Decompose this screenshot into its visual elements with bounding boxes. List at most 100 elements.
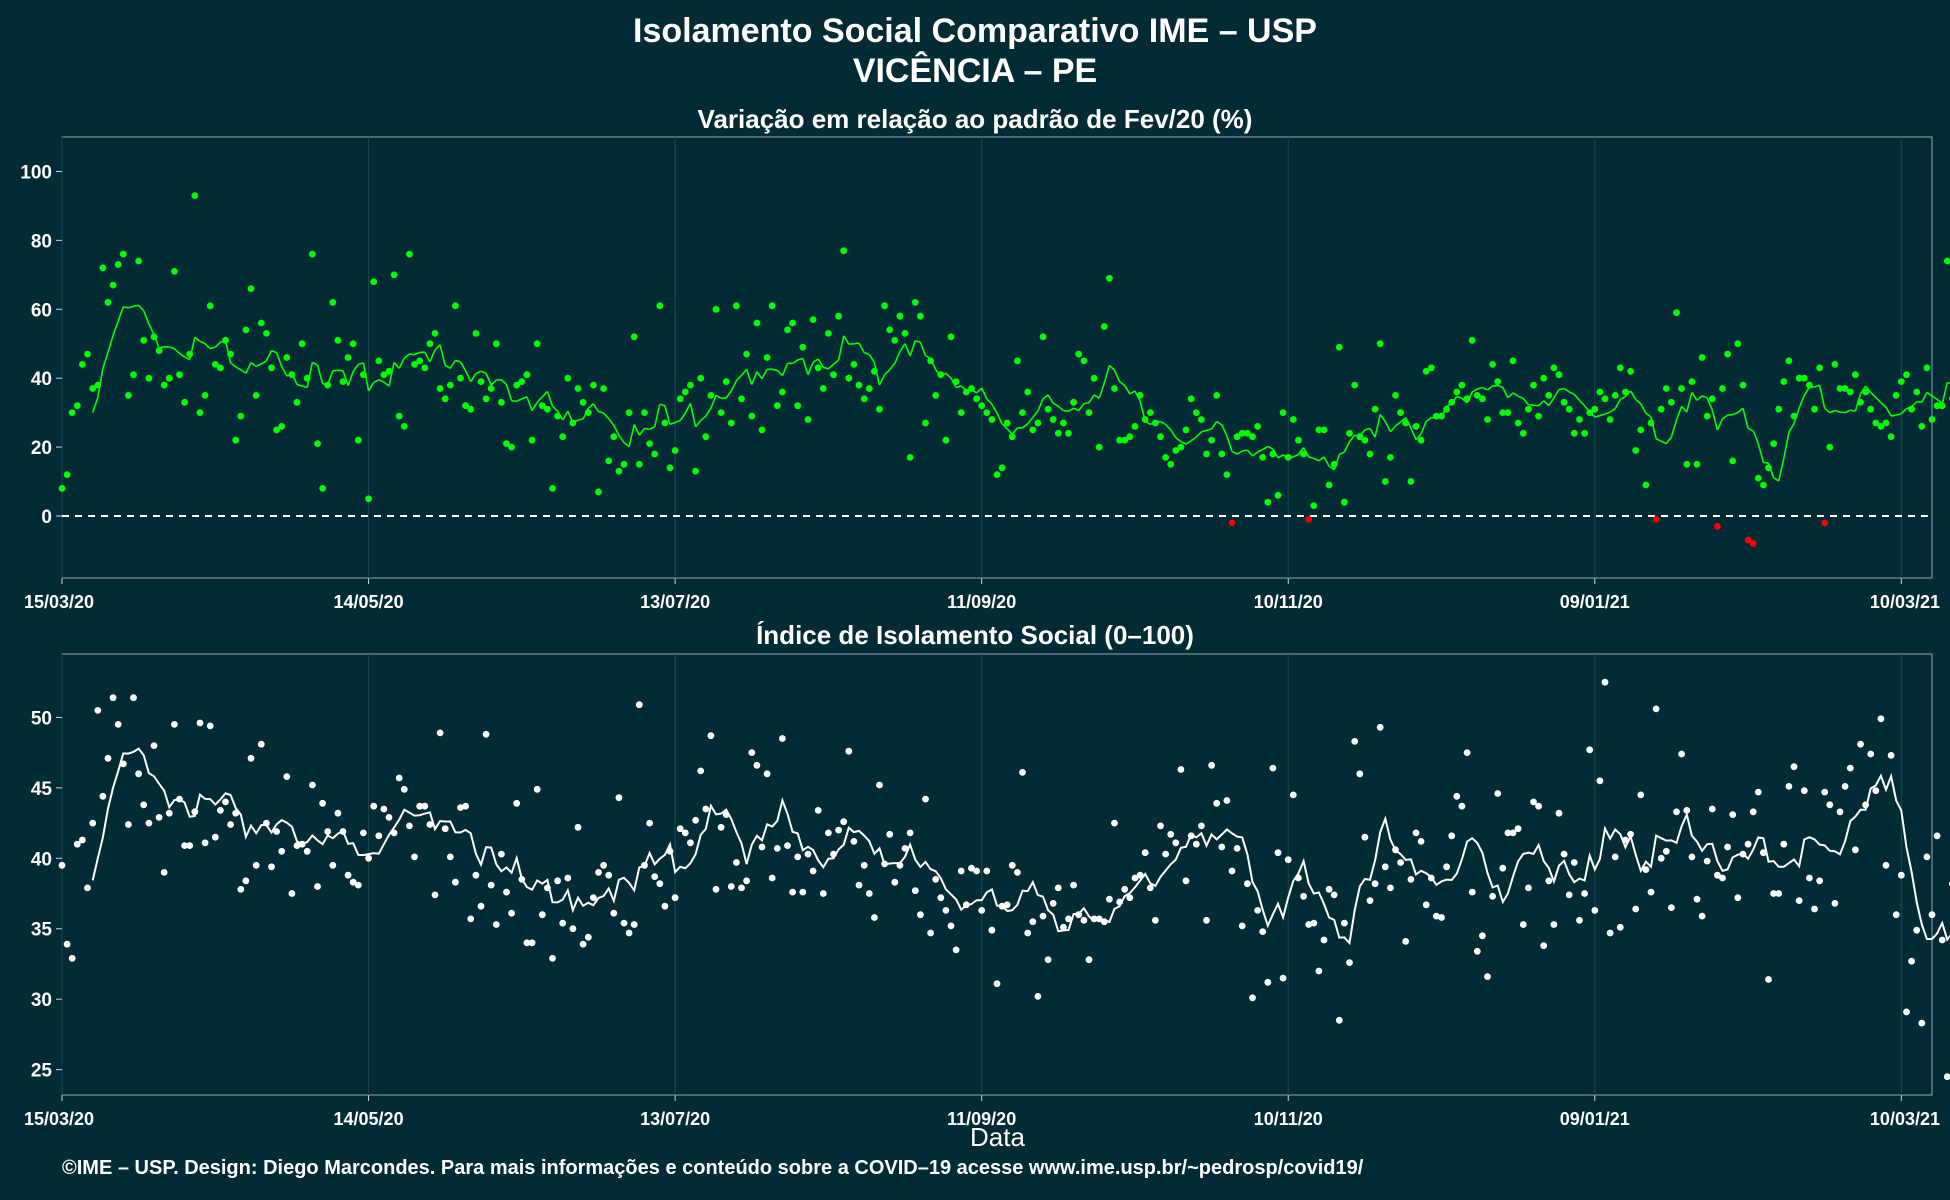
data-point — [860, 861, 868, 869]
data-point — [1305, 921, 1313, 928]
data-point — [692, 467, 699, 475]
data-point — [247, 285, 255, 292]
data-point — [789, 888, 796, 896]
data-point — [610, 433, 618, 441]
data-point — [1616, 364, 1624, 372]
data-point — [1892, 911, 1900, 919]
moving-average-segment — [1165, 423, 1172, 431]
data-point — [927, 929, 934, 937]
data-point — [140, 336, 148, 344]
data-point — [1438, 412, 1445, 420]
data-point — [1238, 429, 1246, 437]
data-point — [217, 807, 224, 814]
data-point — [1014, 869, 1021, 876]
data-point — [1351, 381, 1359, 389]
data-point — [1785, 783, 1793, 790]
data-point — [1310, 502, 1318, 509]
data-point — [1519, 921, 1527, 928]
moving-average-segment — [735, 374, 743, 382]
data-point — [1938, 936, 1946, 944]
moving-average-segment — [403, 353, 410, 359]
data-point — [1356, 433, 1364, 441]
data-point — [1223, 471, 1231, 478]
moving-average-segment — [316, 364, 324, 384]
data-point — [1453, 388, 1461, 396]
data-point — [339, 378, 347, 385]
data-point — [1673, 309, 1680, 317]
data-point — [84, 350, 91, 358]
moving-average-segment — [1083, 401, 1090, 405]
data-point — [1090, 915, 1098, 923]
x-tick-label: 09/01/21 — [1560, 592, 1630, 612]
data-point — [1177, 443, 1185, 451]
moving-average-segment — [899, 343, 906, 353]
data-point — [896, 861, 904, 869]
data-point — [1489, 892, 1496, 900]
data-point — [809, 867, 817, 875]
data-point — [1060, 923, 1067, 931]
moving-average-segment — [536, 396, 543, 403]
data-point — [1003, 901, 1011, 909]
data-point — [1892, 392, 1900, 399]
data-point — [881, 302, 888, 310]
y-tick-label: 40 — [31, 849, 52, 870]
data-point — [1928, 911, 1936, 919]
data-point — [1790, 412, 1798, 420]
data-point — [1213, 799, 1221, 807]
moving-average-segment — [184, 356, 191, 361]
data-point — [1335, 1016, 1343, 1024]
data-point — [1315, 967, 1323, 975]
data-point — [727, 883, 735, 890]
data-point — [1065, 915, 1072, 923]
data-point — [375, 832, 383, 840]
data-point — [457, 804, 464, 811]
data-point — [865, 890, 873, 897]
data-point — [538, 402, 546, 410]
moving-average-segment — [878, 374, 886, 386]
data-point — [1187, 832, 1195, 840]
data-point — [1622, 388, 1629, 396]
moving-average-segment — [245, 362, 252, 374]
moving-average-segment — [1160, 420, 1167, 426]
data-point — [1039, 333, 1047, 341]
data-point — [1126, 894, 1134, 902]
data-point — [799, 888, 807, 896]
data-point — [1606, 929, 1614, 937]
data-point — [1652, 516, 1660, 523]
moving-average-segment — [1328, 465, 1335, 471]
data-point — [1775, 890, 1783, 897]
data-point — [528, 436, 536, 444]
data-point — [651, 873, 659, 880]
y-tick-label: 30 — [31, 990, 52, 1011]
data-point — [1627, 367, 1634, 375]
moving-average-segment — [751, 371, 758, 385]
data-point — [1775, 405, 1783, 413]
data-point — [1877, 423, 1885, 430]
data-point — [763, 770, 771, 778]
data-point — [278, 847, 286, 855]
x-tick-label: 14/05/20 — [334, 592, 404, 612]
data-point — [436, 385, 444, 392]
moving-average-segment — [1614, 398, 1622, 410]
data-point — [1903, 1008, 1910, 1016]
data-point — [1366, 450, 1374, 458]
moving-average-segment — [393, 361, 400, 369]
data-point — [784, 842, 791, 849]
data-point — [1325, 885, 1333, 893]
data-point — [845, 747, 853, 755]
moving-average-segment — [1201, 429, 1207, 433]
data-point — [385, 367, 393, 375]
data-point — [753, 319, 761, 327]
moving-average-segment — [1798, 395, 1806, 409]
data-point — [109, 694, 117, 702]
data-point — [436, 729, 444, 737]
data-point — [681, 388, 689, 396]
moving-average-segment — [1098, 382, 1106, 399]
data-point — [176, 795, 183, 803]
data-point — [319, 799, 326, 807]
moving-average-segment — [1875, 396, 1882, 404]
data-point — [1724, 843, 1731, 851]
data-point — [482, 395, 490, 403]
moving-average-segment — [1609, 408, 1616, 413]
data-point — [595, 488, 602, 496]
